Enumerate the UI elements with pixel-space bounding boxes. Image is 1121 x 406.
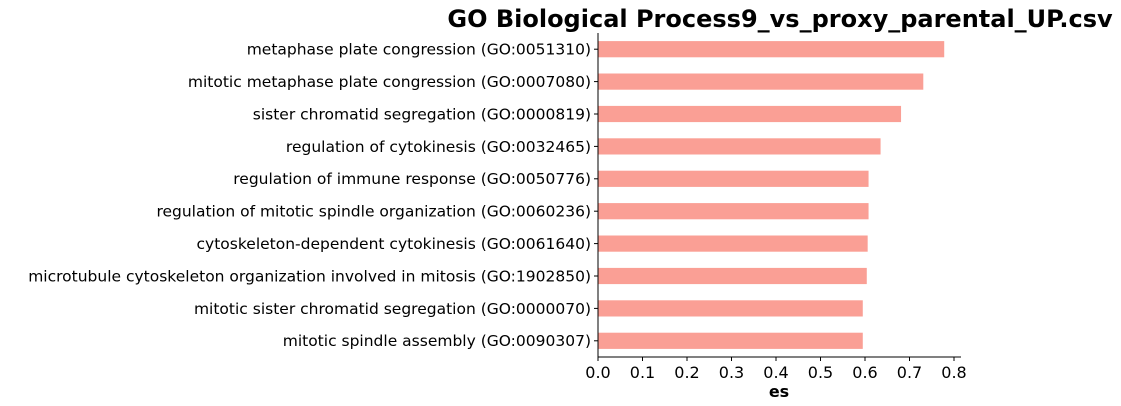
category-label: microtubule cytoskeleton organization in…	[28, 267, 591, 285]
category-label: cytoskeleton-dependent cytokinesis (GO:0…	[197, 235, 591, 253]
x-tick-label: 0.5	[808, 363, 833, 382]
category-label: regulation of mitotic spindle organizati…	[156, 203, 591, 221]
x-tick-label: 0.4	[763, 363, 788, 382]
x-tick-label: 0.0	[585, 363, 610, 382]
category-label: sister chromatid segregation (GO:0000819…	[253, 105, 591, 123]
category-label: metaphase plate congression (GO:0051310)	[247, 41, 591, 59]
bar	[598, 138, 881, 155]
x-ticks: 0.0 0.1 0.2 0.3 0.4 0.5 0.6 0.7 0.8	[585, 357, 967, 382]
x-tick-label: 0.3	[719, 363, 744, 382]
bar	[598, 300, 863, 317]
category-labels: metaphase plate congression (GO:0051310)…	[28, 41, 598, 350]
category-label: regulation of cytokinesis (GO:0032465)	[286, 138, 591, 156]
category-label: mitotic sister chromatid segregation (GO…	[194, 300, 591, 318]
bar	[598, 332, 863, 349]
bar	[598, 267, 867, 285]
bar	[598, 41, 945, 58]
bar	[598, 203, 869, 220]
x-tick-label: 0.2	[674, 363, 699, 382]
category-label: mitotic metaphase plate congression (GO:…	[188, 73, 591, 91]
bar	[598, 105, 902, 123]
bars-group	[598, 41, 945, 349]
bar	[598, 73, 924, 90]
x-tick-label: 0.1	[630, 363, 655, 382]
x-tick-label: 0.6	[852, 363, 877, 382]
bar	[598, 235, 868, 252]
category-label: mitotic spindle assembly (GO:0090307)	[283, 332, 591, 350]
x-axis-label: es	[769, 382, 789, 401]
chart-title: GO Biological Process9_vs_proxy_parental…	[447, 5, 1113, 33]
bar	[598, 170, 869, 187]
category-label: regulation of immune response (GO:005077…	[233, 170, 591, 188]
x-tick-label: 0.8	[941, 363, 966, 382]
x-tick-label: 0.7	[897, 363, 922, 382]
